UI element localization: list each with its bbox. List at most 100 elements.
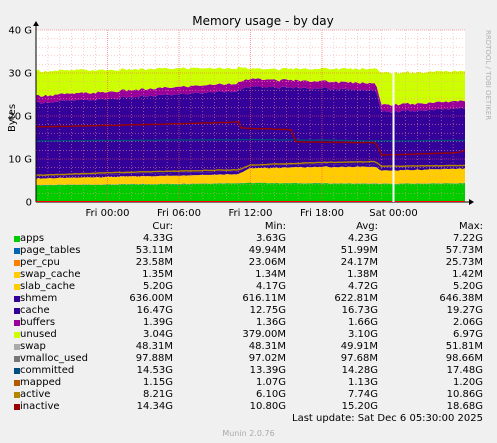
col-min-header: Min: (264, 221, 286, 232)
legend-cur-value: 48.31M (135, 341, 173, 352)
legend-max-value: 2.06G (452, 317, 483, 328)
legend-swatch (14, 356, 20, 362)
y-tick-label: 30 G (8, 69, 32, 80)
legend-name: vmalloc_used (20, 353, 89, 364)
legend-avg-value: 3.10G (347, 329, 378, 340)
legend-cur-value: 1.39G (142, 317, 173, 328)
col-avg-header: Avg: (356, 221, 378, 232)
axes: 0 10 G 20 G 30 G 40 G Fri 00:00 Fri 06:00 Fri 1… (8, 21, 474, 219)
legend-avg-value: 622.81M (334, 293, 378, 304)
legend-swatch (14, 344, 20, 350)
legend-max-value: 1.20G (452, 377, 483, 388)
legend-max-value: 6.97G (452, 329, 483, 340)
legend-avg-value: 4.72G (347, 281, 378, 292)
legend-name: swap (20, 341, 46, 352)
y-axis-arrow (33, 21, 39, 26)
legend-avg-value: 1.38M (347, 269, 378, 280)
y-tick-label: 10 G (8, 155, 32, 166)
legend-avg-value: 51.99M (340, 245, 378, 256)
legend-max-value: 25.73M (445, 257, 483, 268)
legend-name: buffers (20, 317, 56, 328)
legend-cur-value: 16.47G (136, 305, 173, 316)
legend-cur-value: 14.34G (136, 401, 173, 412)
legend-name: apps (20, 233, 45, 244)
legend-max-value: 17.48G (446, 365, 483, 376)
legend-min-value: 48.31M (248, 341, 286, 352)
legend-name: active (20, 389, 51, 400)
legend-swatch (14, 368, 20, 374)
legend-avg-value: 24.17M (340, 257, 378, 268)
last-update: Last update: Sat Dec 6 05:30:00 2025 (292, 413, 483, 424)
legend-min-value: 23.06M (248, 257, 286, 268)
legend-min-value: 379.00M (242, 329, 286, 340)
legend-max-value: 18.68G (446, 401, 483, 412)
legend-name: shmem (20, 293, 58, 304)
legend-swatch (14, 260, 20, 266)
legend-max-value: 646.38M (439, 293, 483, 304)
legend-swatch (14, 296, 20, 302)
legend-avg-value: 7.74G (347, 389, 378, 400)
x-tick-label: Sat 00:00 (369, 208, 417, 219)
legend-avg-value: 14.28G (341, 365, 378, 376)
legend-name: slab_cache (20, 281, 76, 292)
legend-name: committed (20, 365, 75, 376)
legend-max-value: 10.86G (446, 389, 483, 400)
legend-avg-value: 4.23G (347, 233, 378, 244)
chart: Memory usage - by day Bytes RRDTOOL / TO… (7, 14, 492, 219)
y-tick-label: 0 (26, 198, 32, 209)
x-tick-label: Fri 18:00 (300, 208, 344, 219)
legend-min-value: 1.36G (255, 317, 286, 328)
area-unused (36, 66, 465, 106)
legend-min-value: 10.80G (249, 401, 286, 412)
legend-cur-value: 3.04G (142, 329, 173, 340)
x-axis-arrow (469, 199, 474, 205)
legend-cur-value: 1.15G (142, 377, 173, 388)
legend-min-value: 4.17G (255, 281, 286, 292)
legend-swatch (14, 320, 20, 326)
legend-min-value: 1.34M (255, 269, 286, 280)
legend-min-value: 12.75G (249, 305, 286, 316)
legend-max-value: 19.27G (446, 305, 483, 316)
legend-min-value: 13.39G (249, 365, 286, 376)
legend-name: unused (20, 329, 57, 340)
legend-cur-value: 14.53G (136, 365, 173, 376)
x-tick-label: Fri 00:00 (86, 208, 130, 219)
legend-min-value: 1.07G (255, 377, 286, 388)
legend-swatch (14, 236, 20, 242)
legend-cur-value: 8.21G (142, 389, 173, 400)
legend-max-value: 5.20G (452, 281, 483, 292)
legend-cur-value: 636.00M (129, 293, 173, 304)
y-tick-label: 40 G (8, 26, 32, 37)
legend-max-value: 7.22G (452, 233, 483, 244)
version: Munin 2.0.76 (222, 429, 275, 438)
legend-swatch (14, 284, 20, 290)
legend-name: page_tables (20, 245, 81, 256)
legend-swatch (14, 272, 20, 278)
legend-avg-value: 97.68M (340, 353, 378, 364)
legend-swatch (14, 392, 20, 398)
legend-swatch (14, 404, 20, 410)
legend-avg-value: 1.13G (347, 377, 378, 388)
legend-max-value: 1.42M (452, 269, 483, 280)
legend-min-value: 6.10G (255, 389, 286, 400)
col-cur-header: Cur: (152, 221, 173, 232)
legend-cur-value: 5.20G (142, 281, 173, 292)
area-shmem (36, 163, 465, 179)
col-max-header: Max: (458, 221, 483, 232)
legend-name: inactive (20, 401, 60, 412)
legend-cur-value: 97.88M (135, 353, 173, 364)
legend-name: swap_cache (20, 269, 81, 280)
legend-name: per_cpu (20, 257, 60, 268)
legend-swatch (14, 248, 20, 254)
y-axis-label: Bytes (7, 104, 18, 132)
legend-max-value: 57.73M (445, 245, 483, 256)
legend-swatch (14, 332, 20, 338)
legend-swatch (14, 380, 20, 386)
legend-min-value: 49.94M (248, 245, 286, 256)
legend-min-value: 616.11M (242, 293, 286, 304)
x-tick-label: Fri 12:00 (229, 208, 273, 219)
legend-cur-value: 4.33G (142, 233, 173, 244)
legend-cur-value: 23.58M (135, 257, 173, 268)
legend-max-value: 98.66M (445, 353, 483, 364)
watermark: RRDTOOL / TOBI OETIKER (484, 30, 492, 120)
